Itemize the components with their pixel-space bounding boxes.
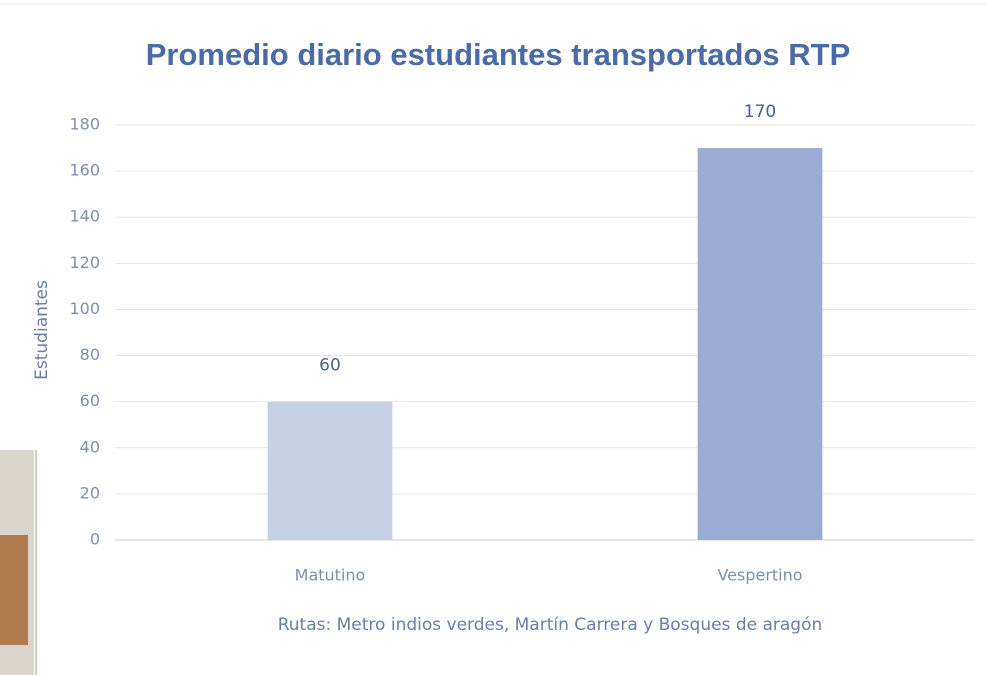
y-tick-label: 80: [80, 345, 100, 364]
y-tick-label: 120: [69, 253, 100, 272]
y-tick-label: 160: [69, 161, 100, 180]
side-image: [0, 450, 37, 675]
y-axis-title: Estudiantes: [32, 280, 52, 380]
bar: [267, 401, 393, 540]
data-label: 60: [319, 356, 341, 376]
bar: [697, 148, 823, 541]
chart-title: Promedio diario estudiantes transportado…: [146, 37, 851, 72]
y-tick-label: 20: [80, 483, 100, 502]
y-tick-label: 60: [80, 391, 100, 410]
x-tick-label: Matutino: [295, 566, 366, 585]
x-axis-title: Rutas: Metro indios verdes, Martín Carre…: [278, 615, 823, 635]
y-tick-label: 140: [69, 207, 100, 226]
y-tick-label: 0: [90, 530, 100, 549]
y-tick-label: 100: [69, 299, 100, 318]
data-label: 170: [744, 102, 776, 122]
y-tick-label: 180: [69, 115, 100, 134]
x-tick-label: Vespertino: [717, 566, 802, 585]
y-tick-label: 40: [80, 437, 100, 456]
